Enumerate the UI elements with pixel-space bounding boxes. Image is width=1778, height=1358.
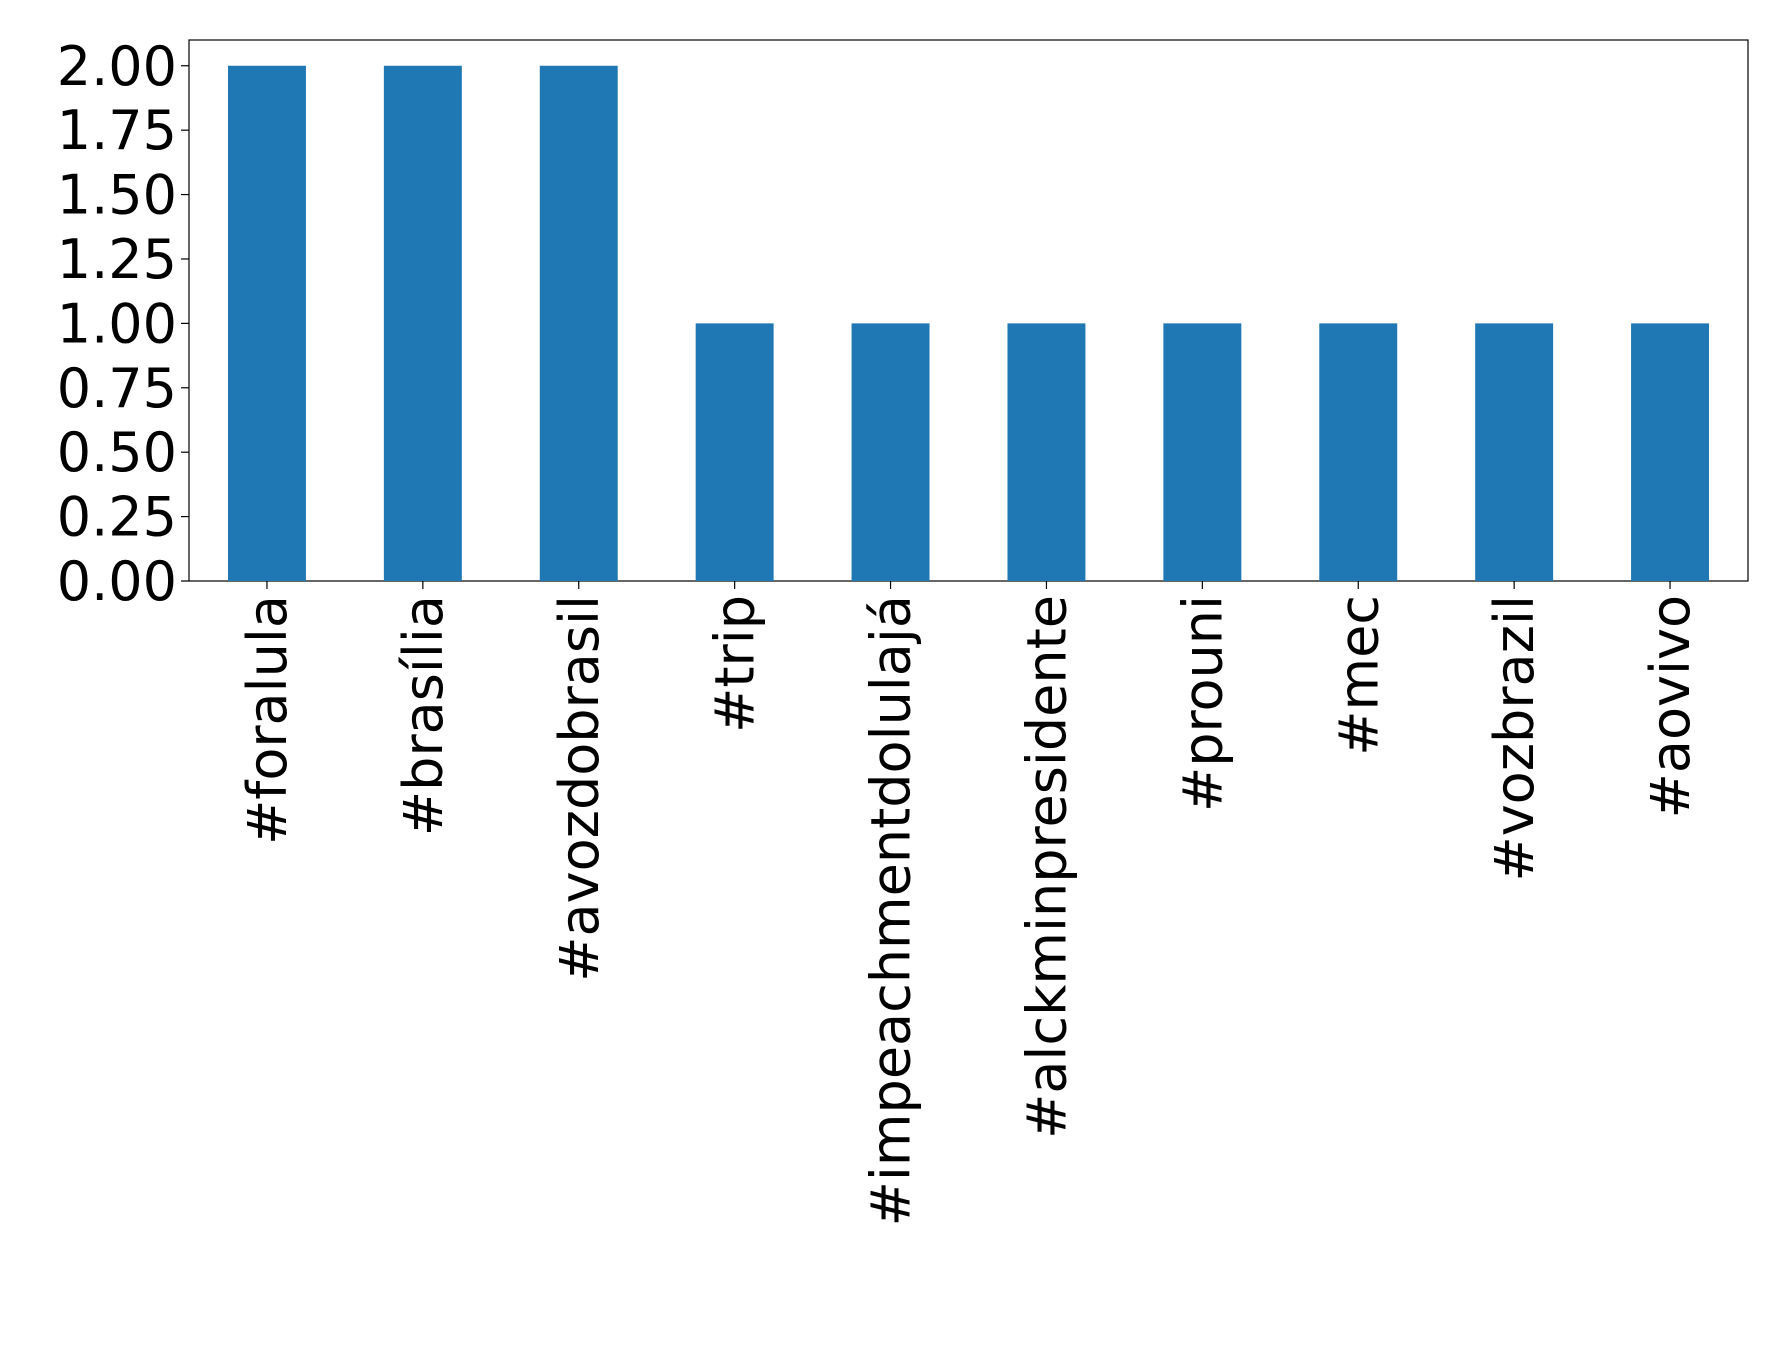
- y-tick-label: 1.00: [57, 292, 177, 355]
- x-tick-label: #prouni: [1171, 595, 1234, 812]
- bar: [1163, 323, 1242, 581]
- plot-frame: [188, 39, 1749, 582]
- bar: [383, 65, 462, 581]
- y-tick-label: 2.00: [57, 35, 177, 98]
- y-tick-label: 0.00: [57, 550, 177, 613]
- bar: [539, 65, 618, 581]
- x-tick-label: #aovivo: [1639, 595, 1702, 818]
- x-tick-label: #avozdobrasil: [548, 595, 611, 982]
- x-tick-label: #vozbrazil: [1483, 595, 1546, 882]
- x-tick-label: #brasília: [392, 595, 455, 836]
- bar: [1631, 323, 1710, 581]
- x-tick-label: #impeachmentdolulajá: [860, 595, 923, 1226]
- x-tick-label: #alckminpresidente: [1015, 595, 1078, 1139]
- bar: [1007, 323, 1086, 581]
- bar: [695, 323, 774, 581]
- bar: [851, 323, 930, 581]
- x-tick-label: #trip: [704, 595, 767, 733]
- bar: [227, 65, 306, 581]
- y-tick-label: 1.50: [57, 164, 177, 227]
- y-tick-label: 1.75: [57, 99, 177, 162]
- bar: [1475, 323, 1554, 581]
- y-tick-label: 0.25: [57, 486, 177, 549]
- x-tick-label: #foralula: [236, 595, 299, 845]
- x-tick-label: #mec: [1327, 595, 1390, 756]
- bar: [1319, 323, 1398, 581]
- y-tick-label: 0.75: [57, 357, 177, 420]
- y-tick-label: 0.50: [57, 421, 177, 484]
- y-tick-label: 1.25: [57, 228, 177, 291]
